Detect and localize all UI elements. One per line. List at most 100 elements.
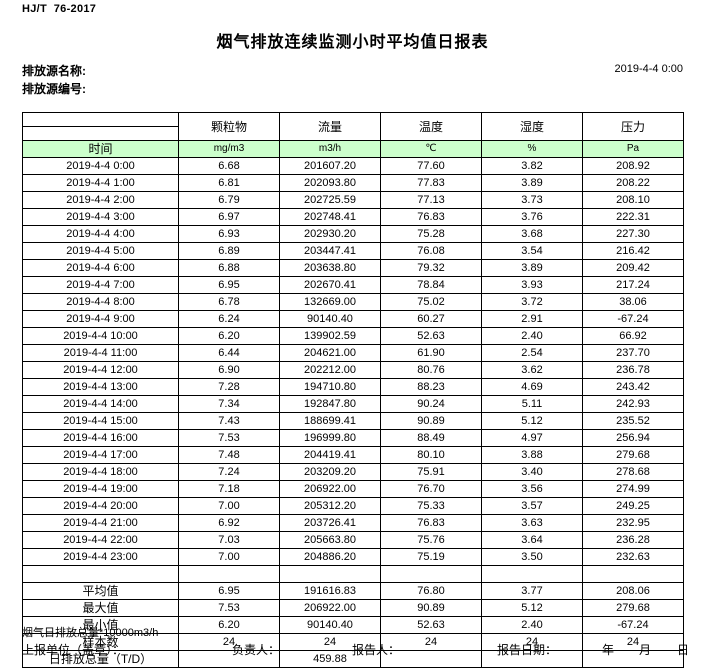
spacer-cell [279, 565, 381, 583]
data-cell: 6.92 [178, 514, 280, 532]
data-cell: 132669.00 [279, 293, 381, 311]
summary-row: 最小值 6.20 90140.40 52.63 2.40 -67.24 [22, 616, 684, 634]
data-cell: 7.43 [178, 412, 280, 430]
data-cell: 6.81 [178, 174, 280, 192]
summary-value: 90140.40 [279, 616, 381, 634]
data-cell: 3.93 [481, 276, 583, 294]
table-row: 2019-4-4 19:00 7.18 206922.00 76.70 3.56 274.… [22, 480, 684, 498]
data-cell: 80.76 [380, 361, 482, 379]
data-cell: 2019-4-4 10:00 [22, 327, 179, 345]
data-cell: 3.73 [481, 191, 583, 209]
table-row: 2019-4-4 0:00 6.68 201607.20 77.60 3.82 208.9… [22, 157, 684, 175]
footer-note: 烟气日排放总量*10000m3/h [22, 627, 159, 639]
data-cell: 3.72 [481, 293, 583, 311]
day-label: 日 [677, 643, 690, 657]
data-cell: 78.84 [380, 276, 482, 294]
table-row: 2019-4-4 11:00 6.44 204621.00 61.90 2.54 237.… [22, 344, 684, 362]
data-cell: 235.52 [582, 412, 684, 430]
data-cell: 6.24 [178, 310, 280, 328]
unit-cell-4: % [481, 140, 583, 158]
data-cell: 2019-4-4 17:00 [22, 446, 179, 464]
table-row: 2019-4-4 3:00 6.97 202748.41 76.83 3.76 222.3… [22, 208, 684, 226]
data-cell: 3.63 [481, 514, 583, 532]
summary-label: 平均值 [22, 582, 179, 600]
column-header-2: 流量 [279, 112, 381, 141]
summary-value: 52.63 [380, 616, 482, 634]
data-cell: 75.19 [380, 548, 482, 566]
data-cell: 2019-4-4 9:00 [22, 310, 179, 328]
data-cell: 3.68 [481, 225, 583, 243]
data-cell: 6.20 [178, 327, 280, 345]
data-cell: 274.99 [582, 480, 684, 498]
data-cell: 90.89 [380, 412, 482, 430]
unit-cell-0: 时间 [22, 140, 179, 158]
data-cell: 7.53 [178, 429, 280, 447]
table-row: 2019-4-4 15:00 7.43 188699.41 90.89 5.12 235.… [22, 412, 684, 430]
data-cell: 205663.80 [279, 531, 381, 549]
data-cell: 222.31 [582, 208, 684, 226]
data-cell: 2.40 [481, 327, 583, 345]
data-cell: 88.23 [380, 378, 482, 396]
report-table-container: 颗粒物 流量 温度 湿度 压力 时间 mg/m3 m3/h ℃% Pa 2019-4-4 0:00 6… [22, 112, 684, 668]
data-cell: 202212.00 [279, 361, 381, 379]
column-header-3: 温度 [380, 112, 482, 141]
data-cell: 2019-4-4 18:00 [22, 463, 179, 481]
data-cell: 61.90 [380, 344, 482, 362]
table-row: 2019-4-4 23:00 7.00 204886.20 75.19 3.50 232.… [22, 548, 684, 566]
data-cell: 2019-4-4 16:00 [22, 429, 179, 447]
report-datetime: 2019-4-4 0:00 [614, 63, 684, 75]
data-cell: 206922.00 [279, 480, 381, 498]
data-cell: 77.60 [380, 157, 482, 175]
data-cell: 232.95 [582, 514, 684, 532]
data-cell: 6.93 [178, 225, 280, 243]
data-cell: 75.28 [380, 225, 482, 243]
summary-value: 2.40 [481, 616, 583, 634]
header-blank-top [23, 114, 178, 127]
data-cell: 3.40 [481, 463, 583, 481]
spacer-cell [380, 565, 482, 583]
units-row: 时间 mg/m3 m3/h ℃% Pa [22, 140, 684, 158]
table-row: 2019-4-4 20:00 7.00 205312.20 75.33 3.57 249.… [22, 497, 684, 515]
data-cell: 60.27 [380, 310, 482, 328]
data-cell: 52.63 [380, 327, 482, 345]
data-cell: 2019-4-4 13:00 [22, 378, 179, 396]
data-cell: 188699.41 [279, 412, 381, 430]
summary-value: 6.20 [178, 616, 280, 634]
data-cell: 4.69 [481, 378, 583, 396]
unit-cell-2: m3/h [279, 140, 381, 158]
page-title: 烟气排放连续监测小时平均值日报表 [216, 34, 489, 51]
data-cell: 76.83 [380, 208, 482, 226]
data-cell: 6.68 [178, 157, 280, 175]
header-cell-time-blank [22, 112, 179, 141]
data-cell: 194710.80 [279, 378, 381, 396]
data-cell: 7.28 [178, 378, 280, 396]
column-header-5: 压力 [582, 112, 684, 141]
data-cell: 80.10 [380, 446, 482, 464]
summary-value: 191616.83 [279, 582, 381, 600]
table-row: 2019-4-4 8:00 6.78 132669.00 75.02 3.72 38.06 [22, 293, 684, 311]
data-cell: 5.11 [481, 395, 583, 413]
data-cell: 2019-4-4 1:00 [22, 174, 179, 192]
data-cell: 204419.41 [279, 446, 381, 464]
reporting-unit-label: 上报单位（盖章）： [22, 643, 125, 657]
table-row: 2019-4-4 4:00 6.93 202930.20 75.28 3.68 227.3… [22, 225, 684, 243]
summary-value: -67.24 [582, 616, 684, 634]
data-cell: 202748.41 [279, 208, 381, 226]
data-cell: 76.83 [380, 514, 482, 532]
data-cell: 2019-4-4 0:00 [22, 157, 179, 175]
data-cell: 75.02 [380, 293, 482, 311]
data-cell: 2019-4-4 22:00 [22, 531, 179, 549]
data-cell: 2019-4-4 3:00 [22, 208, 179, 226]
spacer-row [22, 565, 684, 583]
summary-value: 90.89 [380, 599, 482, 617]
data-cell: 2019-4-4 7:00 [22, 276, 179, 294]
footer-signature-line: 上报单位（盖章）： 负责人： 报告人： 报告日期： 年 月 日 [22, 641, 689, 657]
summary-value: 7.53 [178, 599, 280, 617]
summary-label: 最大值 [22, 599, 179, 617]
summary-row: 平均值 6.95 191616.83 76.80 3.77 208.06 [22, 582, 684, 600]
table-row: 2019-4-4 12:00 6.90 202212.00 80.76 3.62 236.… [22, 361, 684, 379]
table-row: 2019-4-4 18:00 7.24 203209.20 75.91 3.40 278.… [22, 463, 684, 481]
data-cell: 202670.41 [279, 276, 381, 294]
data-cell: 75.76 [380, 531, 482, 549]
data-cell: 2019-4-4 6:00 [22, 259, 179, 277]
